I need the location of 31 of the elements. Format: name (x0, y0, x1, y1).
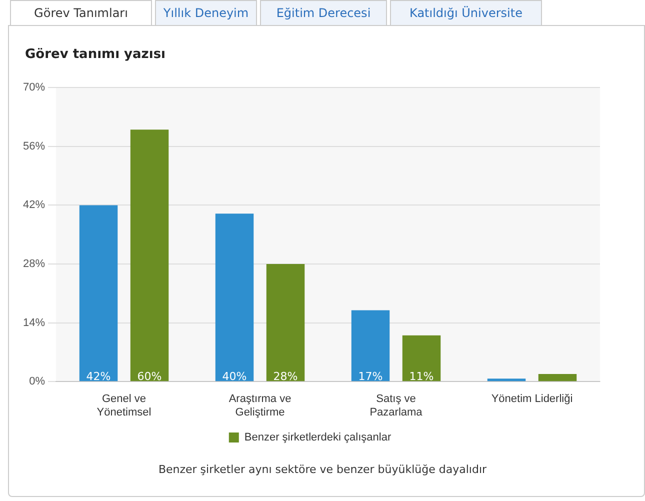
text: Eğitim Derecesi (260, 0, 387, 25)
data-label: 17% (358, 370, 383, 383)
y-tick-label: 70% (22, 82, 46, 94)
y-tick-label: 0% (29, 376, 46, 388)
bar (79, 205, 118, 382)
legend-label: Benzer şirketlerdeki çalışanlar (244, 432, 392, 444)
bar (215, 214, 254, 382)
data-label: 42% (86, 370, 111, 383)
data-label: 60% (137, 370, 162, 383)
x-tick-label: Satış ve Pazarlama (370, 393, 424, 418)
chart-title: Görev tanımı yazısı (25, 47, 166, 62)
text: Yıllık Deneyim (155, 0, 257, 25)
text: Görev Tanımları (10, 0, 152, 25)
bar (538, 374, 577, 382)
bar (130, 130, 169, 382)
bar (487, 378, 526, 382)
text: Benzer şirketler aynı sektöre ve benzer büyüklüğe dayalıdır (157, 463, 488, 476)
text: Katıldığı Üniversite (390, 0, 542, 25)
y-tick-label: 56% (22, 140, 46, 152)
x-tick-label: Genel ve Yönetimsel (96, 393, 152, 418)
data-label: 11% (409, 370, 434, 383)
bar (266, 264, 305, 382)
y-tick-label: 42% (22, 199, 46, 212)
data-label: 28% (273, 370, 298, 383)
data-label: 40% (222, 370, 247, 383)
bar (351, 310, 390, 382)
y-tick-label: 14% (22, 316, 46, 329)
y-tick-label: 28% (22, 258, 46, 270)
x-tick-label: Araştırma ve Geliştirme (228, 393, 292, 418)
bar (402, 335, 441, 382)
x-tick-label: Yönetim Liderliği (491, 393, 573, 406)
